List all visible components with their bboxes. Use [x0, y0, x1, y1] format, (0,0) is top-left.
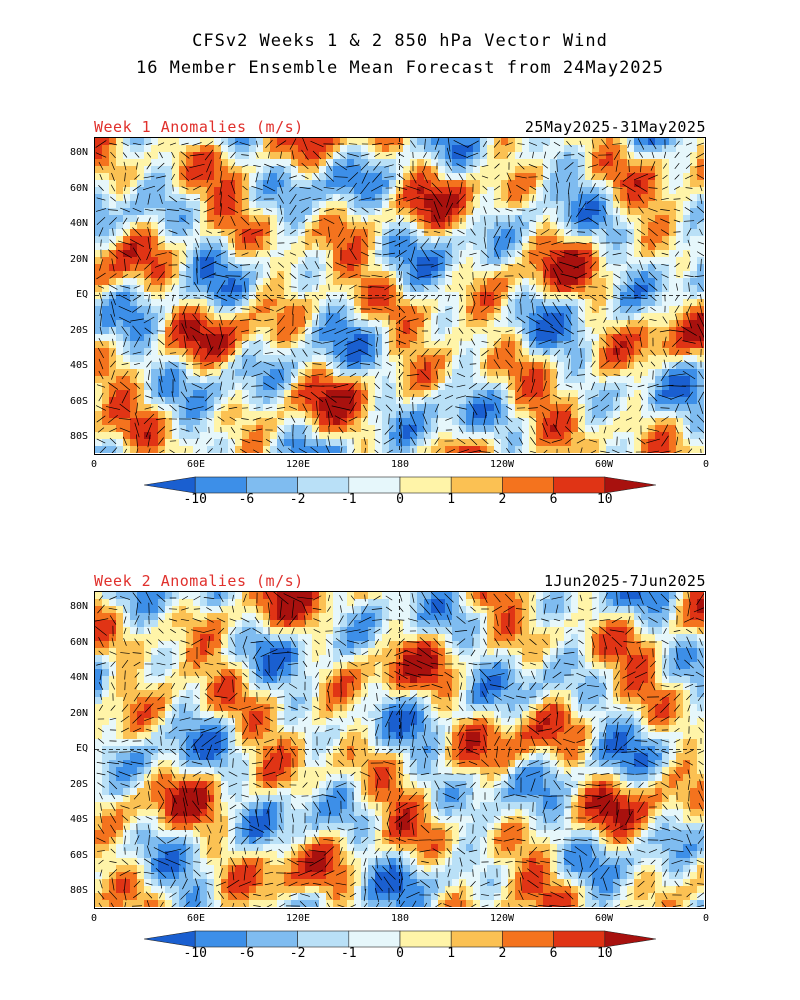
week2-lat-label: 80S: [69, 885, 88, 896]
week2-colorbar-label: -6: [238, 946, 255, 961]
week1-colorbar-label: -6: [238, 492, 255, 507]
week1-colorbar-label: -10: [183, 492, 207, 507]
week1-colorbar-label: -1: [340, 492, 357, 507]
week2-lat-label: 40S: [69, 814, 88, 825]
week1-colorbar-label: 0: [396, 492, 404, 507]
week1-map: [94, 137, 706, 455]
week2-lon-label: 0: [702, 913, 710, 924]
week2-lon-label: 120E: [285, 913, 311, 924]
week1-lon-label: 120W: [489, 459, 515, 470]
week1-lon-label: 180: [390, 459, 410, 470]
week2-lat-label: EQ: [75, 743, 88, 754]
week1-colorbar-label: -2: [289, 492, 306, 507]
week1-lat-label: 20S: [69, 324, 88, 336]
week1-lat-label: 80S: [69, 431, 88, 442]
week2-colorbar-segment: [194, 930, 247, 948]
week2-colorbar: [144, 930, 656, 948]
wind-vectors: [95, 138, 704, 453]
week1-lat-label: EQ: [75, 289, 88, 300]
week2-colorbar-segment: [399, 930, 452, 948]
week1-colorbar-segment: [348, 476, 401, 494]
week2-colorbar-label: 2: [498, 946, 507, 961]
week1-lon-label: 0: [90, 459, 98, 470]
week2-colorbar-label: -1: [340, 946, 357, 961]
week1-colorbar-segment: [399, 476, 452, 494]
week1-lat-label: 60N: [69, 182, 88, 194]
week2-lat-label: 20N: [69, 707, 88, 719]
week1-panel-title: Week 1 Anomalies (m/s): [94, 118, 304, 136]
week2-colorbar-label: -2: [289, 946, 306, 961]
week2-lat-label: 40N: [69, 672, 88, 683]
week2-lon-label: 120W: [489, 913, 515, 924]
week2-colorbar-label: 1: [447, 946, 456, 961]
week2-colorbar-label: 10: [596, 946, 613, 961]
week1-lat-label: 60S: [69, 395, 88, 407]
week2-colorbar-segment: [553, 930, 606, 948]
week1-colorbar-segment: [450, 476, 503, 494]
week1-lon-label: 60W: [594, 459, 614, 470]
week2-colorbar-segment: [348, 930, 401, 948]
week1-lat-label: 40N: [69, 218, 88, 229]
week2-lat-label: 20S: [69, 778, 88, 790]
week1-map-canvas: [95, 138, 704, 453]
week1-colorbar-label: 10: [596, 492, 613, 507]
week1-colorbar-segment: [144, 476, 196, 494]
week2-colorbar-label: -10: [183, 946, 207, 961]
wind-vectors: [95, 592, 704, 907]
week2-colorbar-label: 0: [396, 946, 404, 961]
week1-lat-label: 40S: [69, 360, 88, 371]
week1-lon-label: 0: [702, 459, 710, 470]
figure-title-line-2: 16 Member Ensemble Mean Forecast from 24…: [135, 58, 665, 78]
week2-lat-label: 80N: [69, 601, 88, 612]
week2-colorbar-segment: [246, 930, 298, 948]
week1-colorbar-label: 6: [549, 492, 558, 507]
week2-date-range: 1Jun2025-7Jun2025: [543, 572, 706, 590]
week1-colorbar-segment: [297, 476, 350, 494]
week1-colorbar-segment: [604, 476, 656, 494]
week1-colorbar-segment: [502, 476, 554, 494]
figure-title-line-1: CFSv2 Weeks 1 & 2 850 hPa Vector Wind: [192, 31, 608, 51]
week2-colorbar-segment: [502, 930, 554, 948]
week2-map: [94, 591, 706, 909]
week1-lat-label: 80N: [69, 147, 88, 158]
week1-lon-label: 60E: [186, 459, 206, 470]
week2-lon-label: 180: [390, 913, 410, 924]
week1-colorbar-label: 1: [447, 492, 456, 507]
week2-colorbar-segment: [450, 930, 503, 948]
week1-colorbar: [144, 476, 656, 494]
week2-colorbar-segment: [604, 930, 656, 948]
week2-colorbar-label: 6: [549, 946, 558, 961]
week2-colorbar-segment: [144, 930, 196, 948]
week1-colorbar-segment: [194, 476, 247, 494]
week2-lat-label: 60N: [69, 636, 88, 648]
week1-colorbar-label: 2: [498, 492, 507, 507]
week2-colorbar-segment: [297, 930, 350, 948]
week1-colorbar-segment: [553, 476, 606, 494]
week1-colorbar-segment: [246, 476, 298, 494]
week2-map-canvas: [95, 592, 704, 907]
week2-panel-title: Week 2 Anomalies (m/s): [94, 572, 304, 590]
week2-lon-label: 60E: [186, 913, 206, 924]
week2-lon-label: 60W: [594, 913, 614, 924]
week1-lat-label: 20N: [69, 253, 88, 265]
week2-lon-label: 0: [90, 913, 98, 924]
week2-lat-label: 60S: [69, 849, 88, 861]
week1-lon-label: 120E: [285, 459, 311, 470]
week1-date-range: 25May2025-31May2025: [524, 118, 706, 136]
